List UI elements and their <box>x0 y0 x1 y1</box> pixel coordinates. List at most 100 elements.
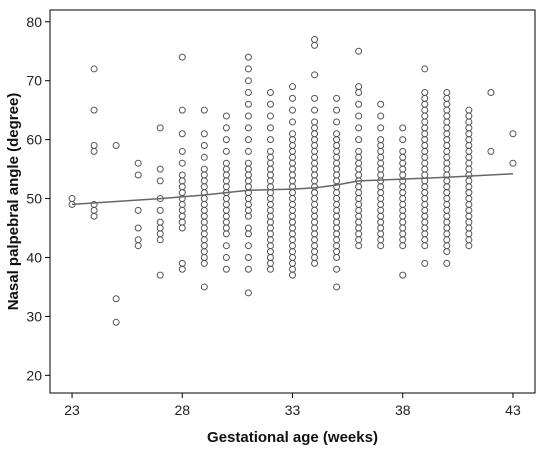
data-point <box>377 159 385 167</box>
data-point <box>311 183 319 191</box>
x-tick-label: 28 <box>174 402 190 418</box>
data-point <box>311 177 319 185</box>
data-point <box>90 106 98 114</box>
data-point <box>244 183 252 191</box>
data-point <box>421 118 429 126</box>
data-point <box>222 206 230 214</box>
data-point <box>156 177 164 185</box>
data-point <box>289 130 296 138</box>
data-point <box>333 94 341 102</box>
data-point <box>266 242 274 250</box>
data-point <box>266 159 274 167</box>
data-point <box>178 206 186 214</box>
data-point <box>421 212 429 220</box>
data-point <box>421 183 429 191</box>
data-point <box>443 136 451 144</box>
data-point <box>421 153 429 161</box>
data-point <box>244 159 252 167</box>
data-point <box>244 200 252 208</box>
data-point <box>156 218 164 226</box>
data-point <box>311 118 319 126</box>
data-point <box>399 218 407 226</box>
data-point <box>333 153 341 161</box>
data-point <box>421 259 429 267</box>
data-point <box>311 35 319 43</box>
data-point <box>311 242 319 250</box>
data-point <box>90 212 98 220</box>
data-point <box>421 106 429 114</box>
data-point <box>244 136 252 144</box>
data-point <box>443 112 451 120</box>
data-point <box>421 88 429 96</box>
data-point <box>311 165 319 173</box>
data-point <box>244 165 252 173</box>
data-point <box>377 171 385 179</box>
data-point <box>399 147 407 155</box>
data-point <box>355 189 363 197</box>
data-point <box>399 171 407 179</box>
data-point <box>134 171 142 179</box>
data-point <box>200 218 208 226</box>
data-point <box>289 142 296 150</box>
data-point <box>266 224 274 232</box>
data-point <box>421 94 429 102</box>
data-point <box>222 253 230 261</box>
data-point <box>200 242 208 250</box>
data-point <box>311 212 319 220</box>
data-point <box>465 183 473 191</box>
data-point <box>421 206 429 214</box>
data-point <box>156 224 164 232</box>
data-point <box>266 136 274 144</box>
data-point <box>311 41 319 49</box>
data-point <box>266 248 274 256</box>
data-point <box>244 265 252 273</box>
y-tick-label: 80 <box>26 14 42 30</box>
data-point <box>355 236 363 244</box>
data-point <box>399 242 407 250</box>
data-point <box>399 124 407 132</box>
data-point <box>266 218 274 226</box>
data-point <box>421 159 429 167</box>
data-point <box>244 147 252 155</box>
data-point <box>377 200 385 208</box>
data-point <box>178 212 186 220</box>
data-point <box>289 224 296 232</box>
data-point <box>355 206 363 214</box>
y-tick-label: 20 <box>26 367 42 383</box>
data-point <box>333 248 341 256</box>
data-point <box>244 100 252 108</box>
data-point <box>333 159 341 167</box>
data-point <box>156 271 164 279</box>
data-point <box>443 242 451 250</box>
data-point <box>509 159 517 167</box>
data-point <box>311 124 319 132</box>
data-point <box>266 230 274 238</box>
y-tick-label: 50 <box>26 191 42 207</box>
data-point <box>311 94 319 102</box>
data-point <box>178 259 186 267</box>
data-point <box>178 265 186 273</box>
data-point <box>289 153 296 161</box>
data-point <box>289 83 296 91</box>
data-point <box>289 147 296 155</box>
data-point <box>465 200 473 208</box>
y-tick-label: 70 <box>26 73 42 89</box>
data-point <box>421 242 429 250</box>
data-point <box>355 165 363 173</box>
data-point <box>333 171 341 179</box>
data-point <box>421 224 429 232</box>
data-point <box>333 200 341 208</box>
data-point <box>178 147 186 155</box>
data-point <box>465 106 473 114</box>
data-point <box>443 230 451 238</box>
data-point <box>289 94 296 102</box>
data-point <box>465 236 473 244</box>
data-point <box>399 271 407 279</box>
data-point <box>266 195 274 203</box>
data-point <box>266 153 274 161</box>
data-point <box>443 159 451 167</box>
data-point <box>399 236 407 244</box>
data-point <box>377 165 385 173</box>
data-point <box>377 100 385 108</box>
x-tick-label: 23 <box>64 402 80 418</box>
